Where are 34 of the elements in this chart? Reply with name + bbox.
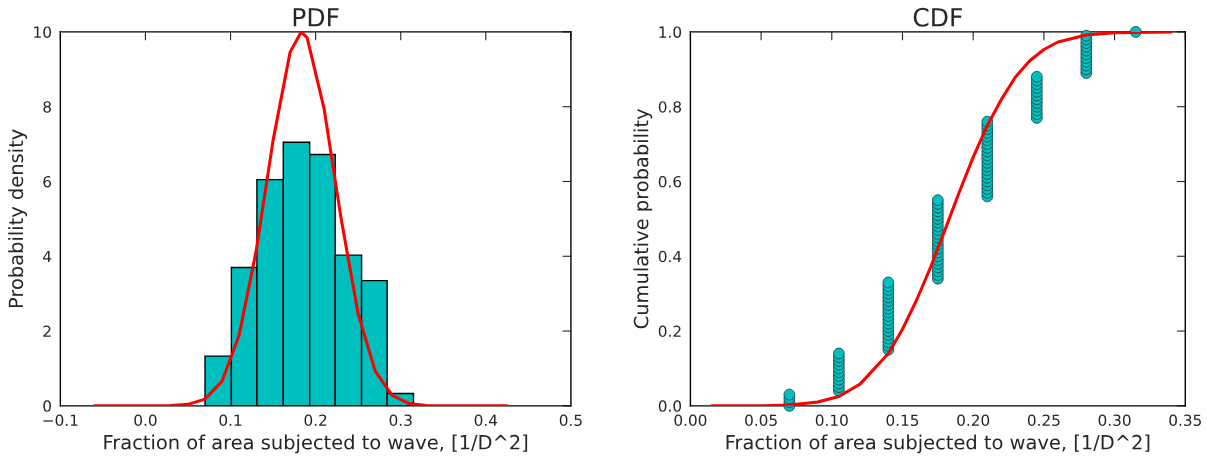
y-axis-title: Probability density: [8, 129, 28, 308]
x-tick-label: 0.05: [745, 414, 777, 426]
x-tick-label: 0.4: [474, 414, 498, 426]
y-tick-label: 0.0: [658, 400, 682, 412]
x-tick-label: −0.1: [43, 414, 78, 426]
x-tick-label: 0.15: [886, 414, 919, 426]
x-tick-label: 0.25: [1027, 414, 1060, 426]
y-tick-label: 0.8: [658, 101, 682, 113]
x-tick-label: 0.5: [559, 414, 582, 426]
x-tick-label: 0.35: [1169, 414, 1201, 426]
x-tick-label: 0.3: [389, 414, 412, 426]
y-tick-label: 0: [43, 400, 51, 412]
y-tick-label: 6: [43, 175, 52, 188]
y-tick-label: 0.6: [658, 175, 682, 188]
y-tick-label: 0.4: [658, 250, 682, 263]
y-tick-label: 1.0: [659, 26, 682, 38]
x-tick-label: 0.1: [219, 414, 242, 426]
x-tick-label: 0.0: [134, 414, 157, 426]
x-axis-title: Fraction of area subjected to wave, [1/D^2]: [104, 434, 528, 454]
y-axis-title: Cumulative probability: [633, 109, 653, 329]
y-tick-label: 2: [43, 325, 51, 337]
chart-title: CDF: [913, 7, 962, 27]
x-tick-label: 0.20: [957, 414, 990, 426]
x-tick-label: 0.10: [815, 414, 848, 426]
x-axis-title: Fraction of area subjected to wave, [1/D^2]: [726, 434, 1150, 454]
y-tick-label: 0.2: [658, 325, 681, 338]
x-tick-label: 0.00: [674, 414, 707, 426]
chart-title: PDF: [293, 8, 339, 27]
x-tick-label: 0.30: [1098, 414, 1131, 426]
y-tick-label: 8: [43, 101, 51, 113]
line-series: [92, 31, 509, 406]
y-tick-label: 10: [34, 26, 51, 38]
x-tick-label: 0.2: [304, 414, 327, 426]
y-tick-label: 4: [43, 250, 52, 263]
